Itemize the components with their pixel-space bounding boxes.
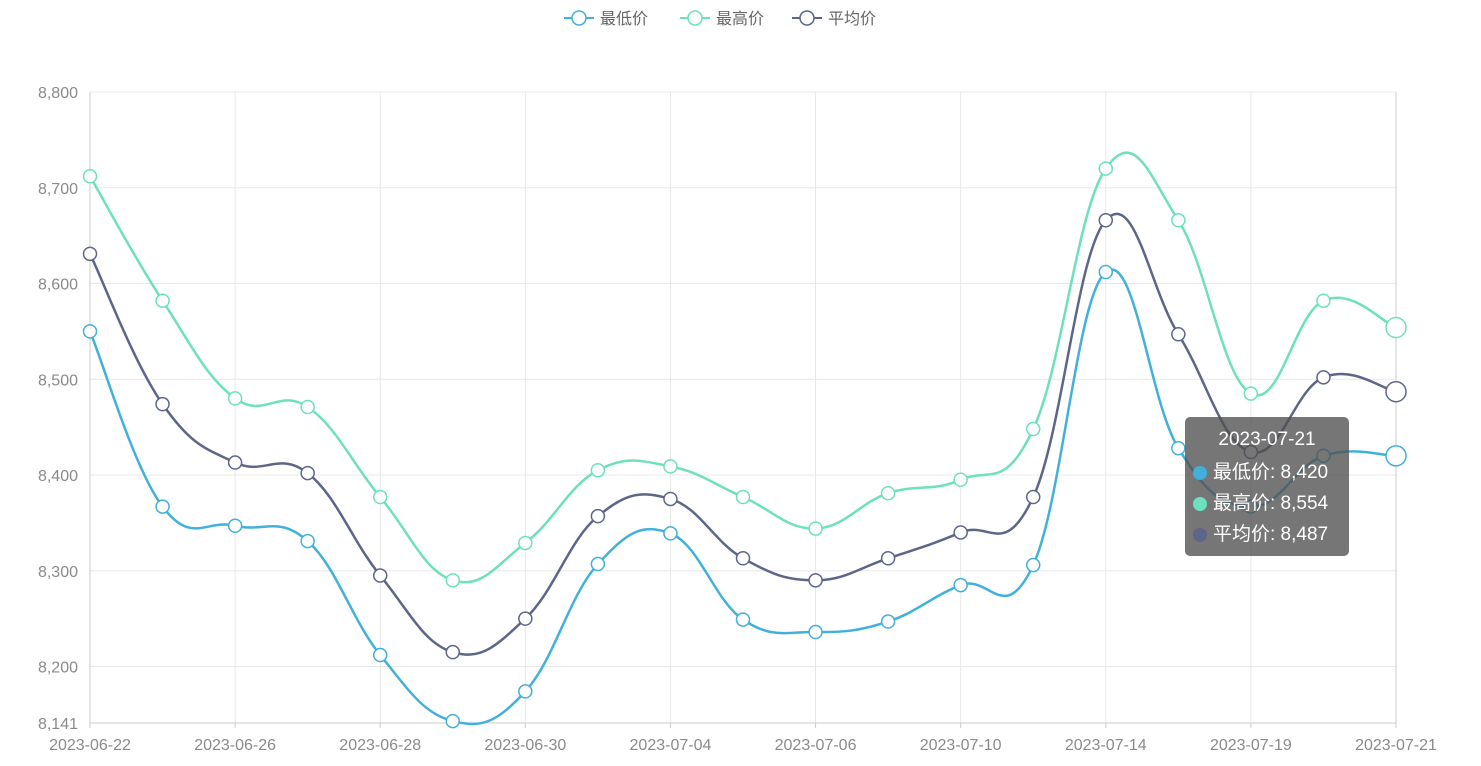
y-tick-label: 8,500 bbox=[38, 372, 78, 389]
data-point-avg[interactable] bbox=[155, 396, 170, 412]
data-point-low[interactable] bbox=[445, 713, 461, 729]
data-point-avg[interactable] bbox=[445, 644, 461, 660]
x-tick-label: 2023-06-26 bbox=[194, 737, 276, 754]
axes: 8,141 8,200 8,300 8,400 8,500 8,600 8,700 8,800… bbox=[38, 85, 1437, 754]
data-point-high[interactable] bbox=[1316, 293, 1331, 308]
data-point-low[interactable] bbox=[1385, 445, 1407, 467]
tooltip-label-high: 最高价: 8,554 bbox=[1213, 493, 1329, 514]
legend-marker-low[interactable] bbox=[571, 10, 587, 26]
data-point-avg[interactable] bbox=[590, 508, 606, 524]
data-point-low[interactable] bbox=[735, 612, 751, 627]
data-point-high[interactable] bbox=[372, 489, 388, 505]
data-point-avg[interactable] bbox=[82, 246, 98, 262]
data-point-low[interactable] bbox=[518, 684, 533, 699]
y-tick-label: 8,600 bbox=[38, 277, 78, 294]
data-point-avg[interactable] bbox=[300, 465, 315, 481]
tooltip-row-avg: 平均价: 8,487 bbox=[1193, 519, 1341, 550]
data-point-low[interactable] bbox=[880, 614, 896, 629]
data-point-avg[interactable] bbox=[808, 573, 823, 588]
tooltip-dot-avg bbox=[1193, 527, 1207, 542]
data-point-avg[interactable] bbox=[518, 611, 533, 626]
data-point-high[interactable] bbox=[445, 573, 461, 588]
x-tick-label: 2023-07-19 bbox=[1210, 737, 1292, 754]
data-point-high[interactable] bbox=[1385, 316, 1407, 339]
data-point-high[interactable] bbox=[518, 535, 533, 551]
y-tick-label: 8,141 bbox=[38, 716, 78, 733]
legend-label-avg[interactable]: 平均价 bbox=[828, 10, 876, 28]
tooltip-dot-high bbox=[1193, 496, 1207, 511]
data-point-high[interactable] bbox=[82, 169, 98, 184]
data-point-low[interactable] bbox=[1171, 440, 1186, 456]
x-tick-label: 2023-07-10 bbox=[920, 737, 1002, 754]
data-point-high[interactable] bbox=[808, 521, 823, 536]
data-point-low[interactable] bbox=[155, 499, 170, 514]
data-point-high[interactable] bbox=[155, 293, 170, 308]
y-tick-label: 8,200 bbox=[38, 660, 78, 677]
data-point-avg[interactable] bbox=[1098, 213, 1114, 228]
data-point-avg[interactable] bbox=[1025, 489, 1041, 505]
tooltip-label-avg: 平均价: 8,487 bbox=[1213, 524, 1329, 545]
x-tick-label: 2023-07-04 bbox=[630, 737, 712, 754]
grid-lines bbox=[90, 91, 1396, 723]
data-point-low[interactable] bbox=[227, 518, 243, 534]
data-point-high[interactable] bbox=[1243, 386, 1259, 401]
data-point-avg[interactable] bbox=[663, 491, 678, 507]
data-point-low[interactable] bbox=[808, 624, 823, 640]
legend-label-low[interactable]: 最低价 bbox=[600, 10, 648, 28]
data-point-low[interactable] bbox=[82, 324, 98, 339]
legend-label-high[interactable]: 最高价 bbox=[716, 10, 764, 28]
tooltip-row-high: 最高价: 8,554 bbox=[1193, 488, 1341, 519]
data-point-low[interactable] bbox=[590, 556, 606, 572]
data-point-high[interactable] bbox=[663, 459, 678, 474]
data-point-high[interactable] bbox=[953, 472, 968, 488]
data-point-high[interactable] bbox=[1025, 421, 1041, 437]
data-point-avg[interactable] bbox=[953, 525, 968, 540]
series-points[interactable] bbox=[82, 161, 1407, 729]
data-point-high[interactable] bbox=[1171, 213, 1186, 228]
x-tick-label: 2023-07-21 bbox=[1355, 737, 1437, 754]
data-point-high[interactable] bbox=[590, 462, 606, 478]
data-point-low[interactable] bbox=[1025, 557, 1041, 573]
data-point-avg[interactable] bbox=[1171, 327, 1186, 342]
data-point-avg[interactable] bbox=[880, 551, 896, 566]
tooltip-row-low: 最低价: 8,420 bbox=[1193, 457, 1341, 488]
data-point-avg[interactable] bbox=[1316, 370, 1331, 385]
y-tick-label: 8,700 bbox=[38, 181, 78, 198]
data-point-avg[interactable] bbox=[735, 551, 751, 566]
tooltip-title: 2023-07-21 bbox=[1218, 429, 1316, 450]
data-point-high[interactable] bbox=[1098, 161, 1114, 176]
legend-marker-high[interactable] bbox=[687, 10, 703, 26]
data-point-avg[interactable] bbox=[372, 568, 388, 583]
x-tick-label: 2023-07-14 bbox=[1065, 737, 1147, 754]
data-point-high[interactable] bbox=[735, 489, 751, 505]
x-tick-label: 2023-06-22 bbox=[49, 737, 131, 754]
data-point-low[interactable] bbox=[663, 526, 678, 541]
data-point-avg[interactable] bbox=[1385, 380, 1407, 403]
chart-legend[interactable]: 最低价 最高价 平均价 bbox=[564, 10, 876, 28]
data-point-low[interactable] bbox=[1098, 264, 1114, 280]
tooltip: 2023-07-21 最低价: 8,420 最高价: 8,554 平均价: 8,… bbox=[1185, 417, 1349, 556]
y-tick-label: 8,300 bbox=[38, 564, 78, 581]
x-tick-label: 2023-07-06 bbox=[775, 737, 857, 754]
x-tick-label: 2023-06-28 bbox=[339, 737, 421, 754]
data-point-high[interactable] bbox=[227, 391, 243, 406]
y-tick-label: 8,400 bbox=[38, 468, 78, 485]
data-point-low[interactable] bbox=[300, 533, 315, 549]
data-point-avg[interactable] bbox=[227, 455, 243, 470]
x-tick-label: 2023-06-30 bbox=[484, 737, 566, 754]
data-point-high[interactable] bbox=[300, 399, 315, 415]
tooltip-dot-low bbox=[1193, 465, 1207, 480]
data-point-low[interactable] bbox=[372, 647, 388, 663]
data-point-high[interactable] bbox=[880, 485, 896, 501]
y-tick-label: 8,800 bbox=[38, 85, 78, 102]
data-point-low[interactable] bbox=[953, 577, 968, 593]
legend-marker-avg[interactable] bbox=[799, 10, 815, 26]
tooltip-label-low: 最低价: 8,420 bbox=[1213, 462, 1329, 483]
